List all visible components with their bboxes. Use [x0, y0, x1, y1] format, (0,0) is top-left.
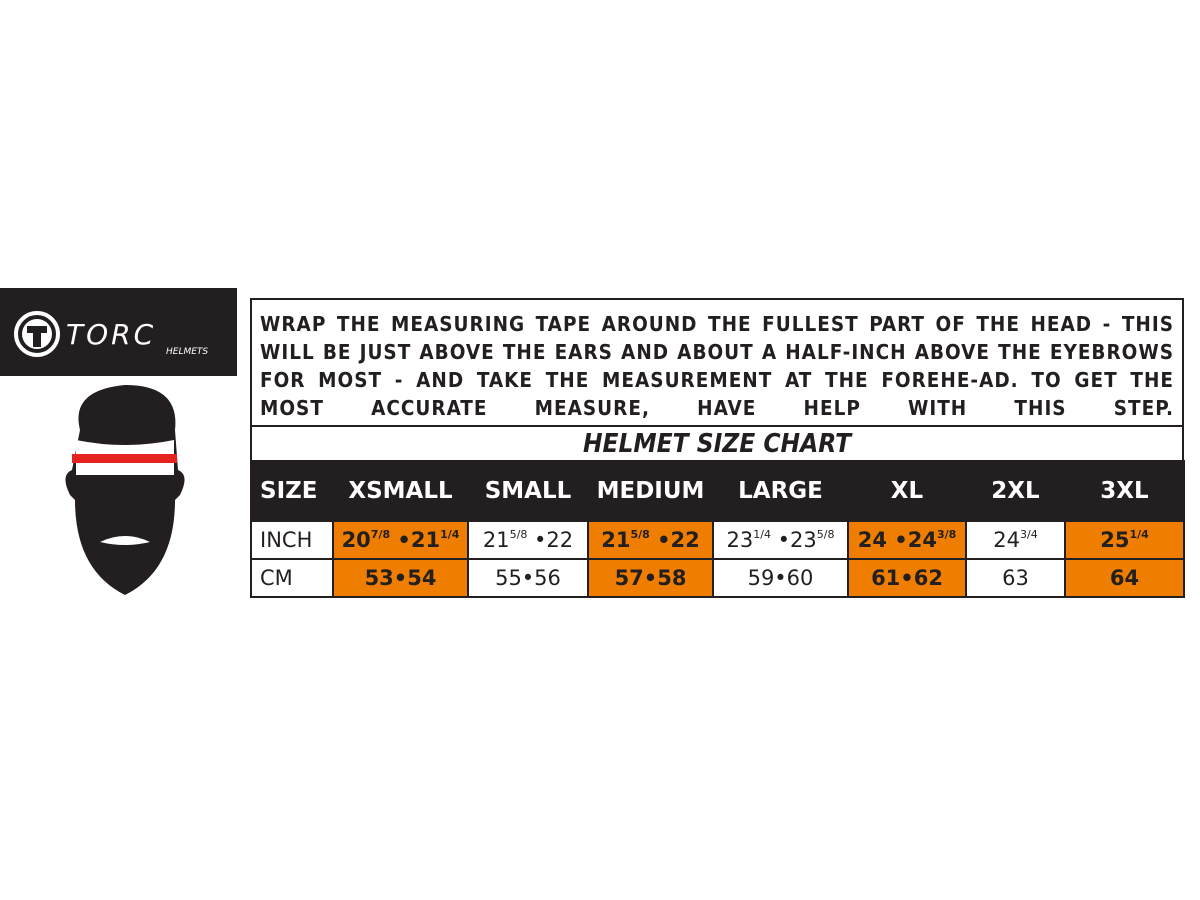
- header-2xl: 2XL: [965, 460, 1066, 522]
- cm-cell: 64: [1064, 558, 1185, 598]
- inch-cell: 215/8 •22: [587, 520, 714, 560]
- inch-value-part: 24: [907, 528, 937, 552]
- inch-value-part: 25: [1100, 528, 1130, 552]
- inch-value-part: •: [649, 528, 671, 552]
- logo-brand: TORC: [66, 318, 156, 351]
- inch-value-part: 20: [341, 528, 371, 552]
- inch-value-part: 24: [993, 528, 1021, 552]
- inch-value-part: 1/4: [1129, 528, 1149, 541]
- cm-cell: 57•58: [587, 558, 714, 598]
- inch-value-part: 23: [790, 528, 817, 552]
- header-xsmall: XSMALL: [332, 460, 469, 522]
- cm-label: CM: [250, 558, 334, 598]
- header-3xl: 3XL: [1064, 460, 1185, 522]
- inch-value-part: 5/8: [630, 528, 650, 541]
- cm-cell: 63: [965, 558, 1066, 598]
- inch-value-part: 5/8: [509, 528, 528, 541]
- instructions-box: WRAP THE MEASURING TAPE AROUND THE FULLE…: [250, 298, 1184, 464]
- inch-value-part: •: [527, 528, 547, 552]
- logo-sub: HELMETS: [166, 347, 208, 357]
- header-small: SMALL: [467, 460, 589, 522]
- inch-value-part: 21: [601, 528, 631, 552]
- inch-value-part: 22: [670, 528, 700, 552]
- measuring-instructions: WRAP THE MEASURING TAPE AROUND THE FULLE…: [252, 300, 1182, 427]
- header-row: SIZE XSMALL SMALL MEDIUM LARGE XL 2XL 3X…: [250, 460, 1185, 522]
- cm-cell: 61•62: [847, 558, 967, 598]
- inch-value-part: 24: [857, 528, 887, 552]
- inch-cell: 207/8 •211/4: [332, 520, 469, 560]
- inch-value-part: 1/4: [440, 528, 460, 541]
- header-medium: MEDIUM: [587, 460, 714, 522]
- header-size: SIZE: [250, 460, 334, 522]
- inch-label: INCH: [250, 520, 334, 560]
- inch-value-part: 7/8: [370, 528, 391, 541]
- cm-row: CM 53•54 55•56 57•58 59•60 61•62 63 64: [250, 558, 1185, 598]
- inch-value-part: 21: [410, 528, 441, 552]
- inch-value-part: 1/4: [753, 528, 771, 541]
- inch-cell: 24 •243/8: [847, 520, 967, 560]
- size-chart-table: SIZE XSMALL SMALL MEDIUM LARGE XL 2XL 3X…: [250, 460, 1185, 598]
- inch-value-part: •: [390, 528, 411, 552]
- torc-helmets-logo-icon: TORC HELMETS: [14, 311, 208, 357]
- inch-cell: 243/4: [965, 520, 1066, 560]
- cm-cell: 53•54: [332, 558, 469, 598]
- inch-value-part: 5/8: [816, 528, 835, 541]
- inch-value-part: 3/4: [1020, 528, 1038, 541]
- inch-cell: 231/4 •235/8: [712, 520, 849, 560]
- header-xl: XL: [847, 460, 967, 522]
- inch-value-part: 22: [546, 528, 574, 552]
- bearded-face-illustration-icon: [65, 385, 185, 595]
- inch-value-part: •: [886, 528, 908, 552]
- inch-cell: 215/8 •22: [467, 520, 589, 560]
- header-large: LARGE: [712, 460, 849, 522]
- inch-value-part: 3/8: [936, 528, 957, 541]
- chart-title: HELMET SIZE CHART: [582, 429, 852, 459]
- inch-row: INCH 207/8 •211/4 215/8 •22 215/8 •22 231/4…: [250, 520, 1185, 560]
- inch-value-part: 21: [482, 528, 510, 552]
- torc-logo: TORC HELMETS: [0, 288, 237, 376]
- inch-value-part: 23: [726, 528, 754, 552]
- inch-cell: 251/4: [1064, 520, 1185, 560]
- cm-cell: 59•60: [712, 558, 849, 598]
- cm-cell: 55•56: [467, 558, 589, 598]
- inch-value-part: •: [770, 528, 791, 552]
